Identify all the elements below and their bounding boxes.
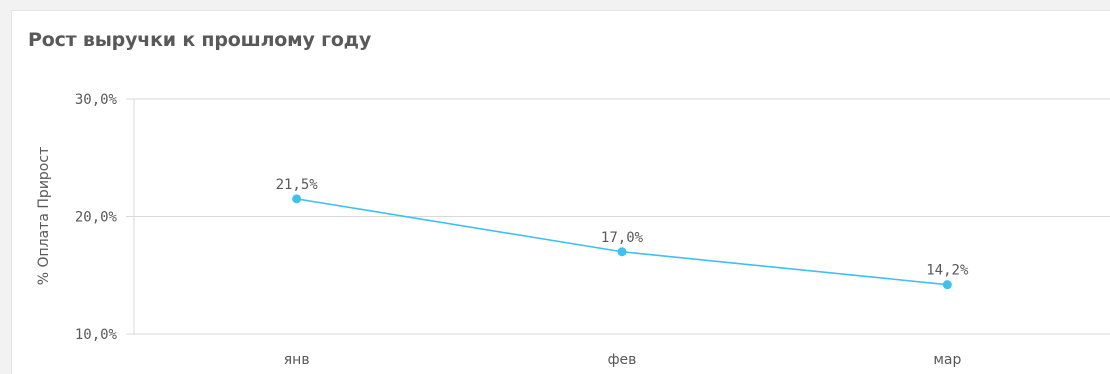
data-label: 21,5% (276, 177, 319, 193)
top-border (0, 0, 1110, 11)
y-tick-label: 20,0% (75, 210, 118, 226)
y-tick-label: 10,0% (75, 327, 118, 343)
y-tick-label: 30,0% (75, 92, 118, 108)
axes: 30,0% 20,0% 10,0% янв фев мар (75, 92, 962, 368)
x-tick-label: мар (933, 352, 961, 368)
x-tick-label: янв (284, 352, 310, 368)
data-label: 14,2% (926, 263, 969, 279)
x-tick-label: фев (608, 352, 637, 368)
data-point[interactable] (942, 280, 952, 290)
data-point[interactable] (617, 247, 627, 257)
series (292, 194, 952, 290)
gridlines (126, 98, 1110, 335)
left-strip (0, 10, 12, 374)
data-point[interactable] (292, 194, 302, 204)
chart-title: Рост выручки к прошлому году (28, 29, 372, 51)
data-labels: 21,5% 17,0% 14,2% (276, 177, 969, 279)
y-axis-title: % Оплата Прирост (36, 147, 52, 285)
data-label: 17,0% (601, 230, 644, 246)
chart-panel (12, 11, 1110, 374)
